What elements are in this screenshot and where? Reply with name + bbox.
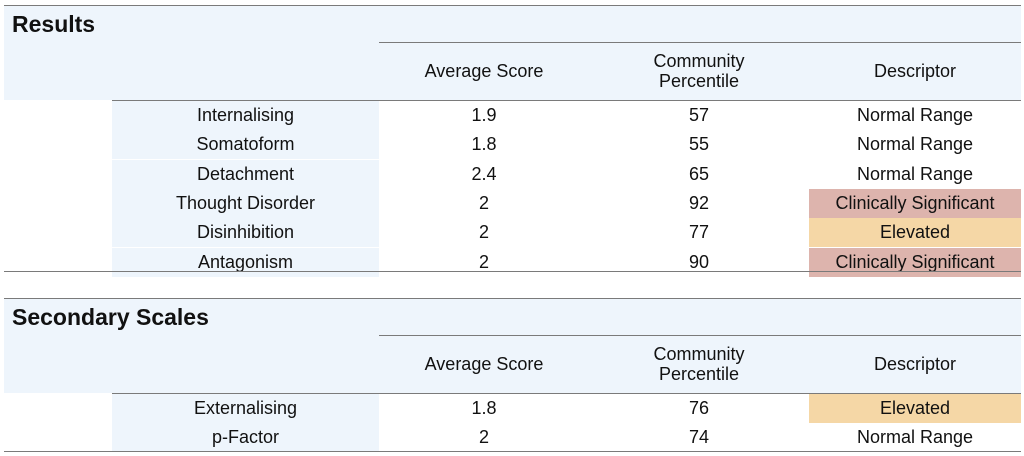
average-score-cell: 1.8 xyxy=(471,398,497,418)
results-title: Results xyxy=(4,5,1021,42)
table-row: Internalising 1.9 57 Normal Range xyxy=(4,101,1021,130)
descriptor-cell: Normal Range xyxy=(809,101,1021,130)
community-percentile-cell: 55 xyxy=(688,134,710,155)
table-row: Thought Disorder 2 92 Clinically Significan… xyxy=(4,188,1021,218)
community-percentile-cell: 90 xyxy=(688,251,710,272)
row-label: p-Factor xyxy=(112,423,379,453)
results-header-desc: Descriptor xyxy=(873,61,957,81)
average-score-cell: 2 xyxy=(478,251,489,272)
descriptor-cell: Clinically Significant xyxy=(809,188,1021,218)
row-label: Detachment xyxy=(112,159,379,189)
descriptor-cell: Elevated xyxy=(809,394,1021,423)
table-row: Disinhibition 2 77 Elevated xyxy=(4,218,1021,248)
secondary-bottom-line xyxy=(4,451,1021,452)
secondary-section: Secondary Scales Average Score Community… xyxy=(4,298,1021,453)
row-label: Somatoform xyxy=(112,130,379,160)
table-row: Externalising 1.8 76 Elevated xyxy=(4,394,1021,423)
secondary-header-row xyxy=(4,335,1021,393)
average-score-cell: 1.8 xyxy=(471,134,497,155)
row-label: Externalising xyxy=(112,394,379,423)
results-bottom-line xyxy=(4,271,1021,272)
descriptor-cell: Normal Range xyxy=(809,130,1021,160)
community-percentile-cell: 92 xyxy=(688,192,710,213)
row-label: Internalising xyxy=(112,101,379,130)
results-header-topline xyxy=(379,42,1021,43)
results-header-pct: Community Percentile xyxy=(653,51,745,91)
table-row: Antagonism 2 90 Clinically Significant xyxy=(4,247,1021,277)
secondary-header-pct: Community Percentile xyxy=(653,344,745,384)
descriptor-cell: Normal Range xyxy=(809,159,1021,189)
secondary-header-avg: Average Score xyxy=(424,354,544,374)
row-label: Antagonism xyxy=(112,247,379,277)
average-score-cell: 2 xyxy=(478,192,489,213)
secondary-header-bottomline xyxy=(112,393,1021,394)
community-percentile-cell: 76 xyxy=(688,398,710,418)
community-percentile-cell: 77 xyxy=(688,222,710,243)
secondary-header-desc: Descriptor xyxy=(873,354,957,374)
descriptor-cell: Elevated xyxy=(809,218,1021,248)
secondary-header-topline xyxy=(379,335,1021,336)
average-score-cell: 1.9 xyxy=(471,105,497,125)
results-header-row xyxy=(4,42,1021,100)
community-percentile-cell: 74 xyxy=(688,427,710,448)
results-section: Results Average Score Community Percenti… xyxy=(4,5,1021,277)
row-label: Thought Disorder xyxy=(112,188,379,218)
average-score-cell: 2 xyxy=(478,427,489,448)
table-row: Detachment 2.4 65 Normal Range xyxy=(4,159,1021,189)
average-score-cell: 2.4 xyxy=(471,163,497,184)
table-row: Somatoform 1.8 55 Normal Range xyxy=(4,130,1021,160)
community-percentile-cell: 65 xyxy=(688,163,710,184)
row-label: Disinhibition xyxy=(112,218,379,248)
descriptor-cell: Normal Range xyxy=(809,423,1021,453)
results-header-bottomline xyxy=(112,100,1021,101)
descriptor-cell: Clinically Significant xyxy=(809,247,1021,277)
community-percentile-cell: 57 xyxy=(688,105,710,125)
average-score-cell: 2 xyxy=(478,222,489,243)
results-header-avg: Average Score xyxy=(424,61,544,81)
table-row: p-Factor 2 74 Normal Range xyxy=(4,423,1021,453)
secondary-title: Secondary Scales xyxy=(4,298,1021,335)
